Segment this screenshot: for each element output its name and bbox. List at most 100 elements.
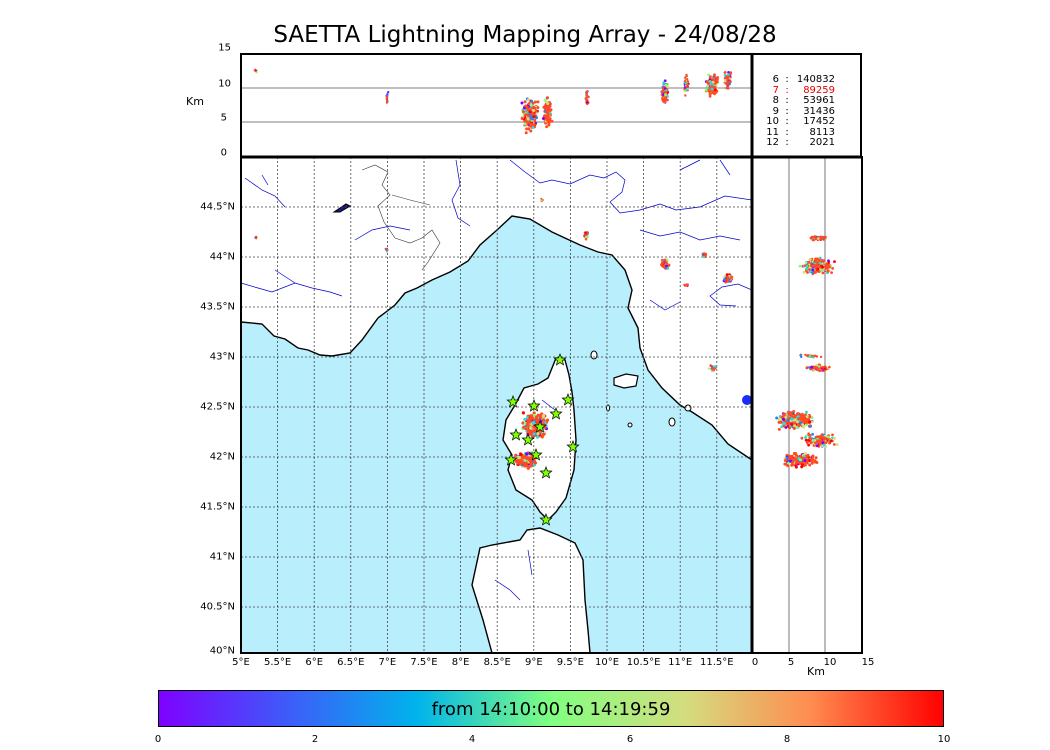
lightning-source-point xyxy=(804,261,808,264)
lightning-source-point xyxy=(683,89,687,92)
lightning-source-point xyxy=(782,417,785,421)
lightning-source-point xyxy=(730,275,733,279)
lightning-source-point xyxy=(807,432,811,436)
colorbar-tick: 4 xyxy=(468,734,476,745)
lightning-source-point xyxy=(684,82,688,85)
lightning-source-point xyxy=(808,270,812,274)
lightning-source-point xyxy=(522,455,526,459)
lightning-source-point xyxy=(723,278,726,282)
lightning-source-point xyxy=(530,117,534,121)
station-star-icon xyxy=(529,448,543,461)
lightning-source-point xyxy=(823,367,826,371)
lightning-source-point xyxy=(385,101,388,104)
lightning-source-point xyxy=(821,265,824,269)
lightning-source-point xyxy=(818,262,822,265)
lightning-source-point xyxy=(830,271,833,274)
lightning-source-point xyxy=(809,355,812,358)
colorbar-tick: 8 xyxy=(783,734,791,745)
lightning-source-point xyxy=(661,261,664,265)
count-value: 31436 xyxy=(803,105,835,117)
elba-island xyxy=(613,373,639,389)
lightning-source-point xyxy=(714,365,717,368)
lightning-source-point xyxy=(803,452,807,456)
lightning-source-point xyxy=(823,265,827,269)
lightning-source-point xyxy=(521,411,526,415)
lightning-source-point xyxy=(789,455,793,459)
lightning-source-point xyxy=(536,432,540,436)
lightning-source-point xyxy=(548,120,552,124)
longitude-tick: 7.5°E xyxy=(410,657,438,668)
count-sep: : xyxy=(785,116,789,127)
lightning-source-point xyxy=(586,94,589,98)
lightning-source-point xyxy=(545,109,549,113)
lightning-source-point xyxy=(783,422,787,425)
lightning-source-point xyxy=(535,116,538,120)
lightning-source-point xyxy=(684,76,687,79)
lightning-source-point xyxy=(821,236,824,239)
lightning-source-point xyxy=(527,456,531,460)
count-row: 10: 17452 xyxy=(757,116,857,128)
lightning-source-point xyxy=(665,262,668,266)
count-value: 140832 xyxy=(796,74,835,85)
lightning-source-point xyxy=(793,418,797,422)
lightning-source-point xyxy=(811,432,814,436)
lightning-source-point xyxy=(795,426,799,430)
lightning-source-point xyxy=(799,354,802,357)
lightning-source-point xyxy=(799,454,803,458)
lightning-source-point xyxy=(666,98,669,102)
lightning-source-point xyxy=(831,433,834,437)
lightning-source-point xyxy=(817,440,821,443)
latitude-tick: 44°N xyxy=(209,251,235,263)
lightning-source-point xyxy=(822,443,826,447)
lightning-source-point xyxy=(793,421,797,425)
lightning-source-point xyxy=(519,461,523,465)
latitude-tick: 43.5°N xyxy=(200,301,235,313)
lightning-source-point xyxy=(664,91,668,94)
lightning-source-point xyxy=(794,464,798,467)
lightning-source-point xyxy=(804,417,808,421)
lightning-source-point xyxy=(790,417,794,421)
chart-title: SAETTA Lightning Mapping Array - 24/08/2… xyxy=(273,22,777,48)
lightning-source-point xyxy=(782,424,786,428)
lightning-source-point xyxy=(816,261,819,265)
lightning-source-point xyxy=(785,463,789,467)
lightning-source-point xyxy=(536,106,540,110)
lightning-source-point xyxy=(818,369,822,373)
lightning-source-point xyxy=(729,72,732,75)
latitude-tick: 42.5°N xyxy=(200,401,235,413)
lightning-source-point xyxy=(540,199,543,202)
lightning-source-point xyxy=(829,439,833,443)
altitude-tick: 5 xyxy=(220,112,227,124)
lightning-source-point xyxy=(547,123,551,127)
longitude-tick: 6°E xyxy=(305,657,324,668)
lightning-source-point xyxy=(712,365,715,368)
lightning-source-point xyxy=(777,420,781,424)
lightning-source-point xyxy=(726,279,729,283)
lightning-source-point xyxy=(805,267,809,271)
lightning-source-point xyxy=(806,354,810,357)
count-row: 6:140832 xyxy=(757,74,857,86)
altitude-count-table: 6:140832 7:89259 8:53961 9:31436 10:1745… xyxy=(757,74,857,149)
lightning-source-point xyxy=(811,271,814,274)
longitude-tick: 9°E xyxy=(524,657,543,668)
lightning-source-point xyxy=(785,456,789,460)
lightning-source-point xyxy=(787,416,791,420)
lightning-source-point xyxy=(386,250,388,253)
station-star-icon xyxy=(527,399,541,412)
lightning-source-point xyxy=(723,79,727,83)
lightning-source-point xyxy=(707,73,710,77)
lightning-source-point xyxy=(793,451,796,455)
lightning-source-point xyxy=(525,452,529,456)
source-cluster xyxy=(742,395,752,405)
lightning-source-point xyxy=(833,260,836,263)
lightning-source-point xyxy=(828,265,831,269)
lightning-source-point xyxy=(685,85,688,88)
lightning-source-point xyxy=(810,264,814,268)
lightning-source-point xyxy=(797,412,801,416)
lightning-source-point xyxy=(808,266,812,270)
lightning-source-point xyxy=(808,415,812,419)
latitude-tick: 40°N xyxy=(209,645,235,657)
longitude-tick: 10°E xyxy=(594,657,620,668)
right-altitude-tick: 5 xyxy=(787,657,795,668)
lightning-source-point xyxy=(783,462,787,466)
